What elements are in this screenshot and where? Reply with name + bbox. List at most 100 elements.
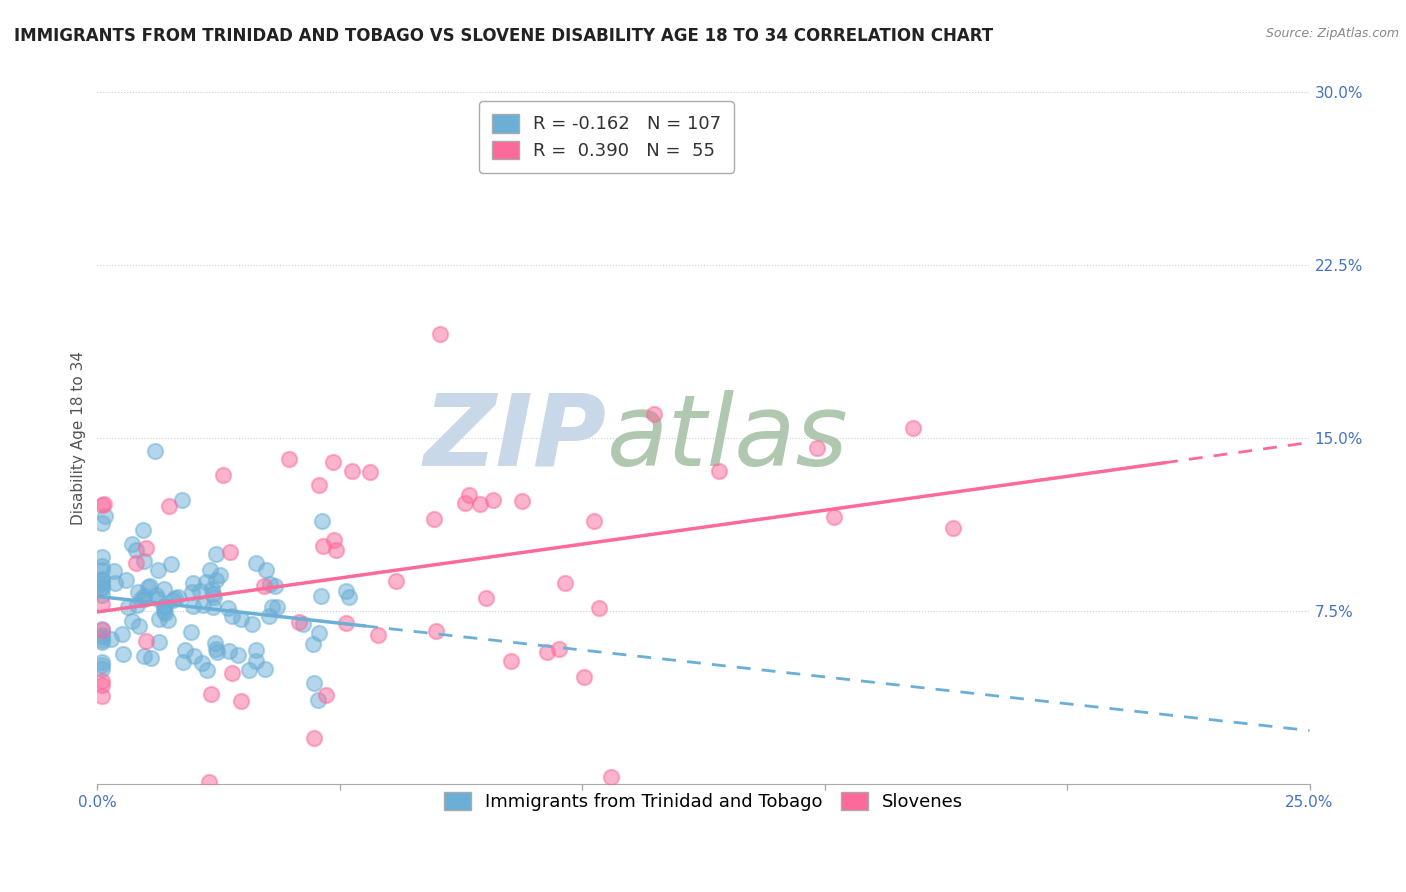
Point <box>163 591 186 606</box>
Point <box>91 662 114 676</box>
Point <box>201 587 224 601</box>
Point <box>288 615 311 630</box>
Point <box>212 468 235 483</box>
Point <box>153 604 176 618</box>
Point <box>468 497 491 511</box>
Point <box>218 644 240 658</box>
Point <box>91 623 114 637</box>
Point <box>91 632 114 647</box>
Point <box>121 614 143 628</box>
Point <box>240 617 263 632</box>
Point <box>454 496 477 510</box>
Point <box>277 451 299 466</box>
Point <box>942 521 965 535</box>
Point <box>510 494 533 508</box>
Point <box>219 545 242 559</box>
Y-axis label: Disability Age 18 to 34: Disability Age 18 to 34 <box>72 351 86 525</box>
Point <box>253 662 276 676</box>
Point <box>91 673 114 688</box>
Point <box>582 514 605 528</box>
Point <box>204 641 226 656</box>
Point <box>197 663 219 677</box>
Point <box>292 616 315 631</box>
Point <box>139 579 162 593</box>
Point <box>153 600 176 615</box>
Point <box>335 615 357 630</box>
Point <box>117 599 139 614</box>
Point <box>125 557 148 571</box>
Point <box>322 454 344 468</box>
Point <box>204 636 226 650</box>
Text: ZIP: ZIP <box>423 390 606 487</box>
Point <box>91 577 114 591</box>
Point <box>548 641 571 656</box>
Point <box>200 687 222 701</box>
Point <box>245 654 267 668</box>
Point <box>308 625 330 640</box>
Point <box>337 591 360 605</box>
Point <box>901 421 924 435</box>
Point <box>148 634 170 648</box>
Point <box>229 694 252 708</box>
Point <box>94 508 117 523</box>
Point <box>170 492 193 507</box>
Point <box>91 572 114 586</box>
Point <box>707 464 730 478</box>
Point <box>91 658 114 673</box>
Point <box>111 627 134 641</box>
Point <box>238 664 260 678</box>
Point <box>806 441 828 455</box>
Point <box>221 609 243 624</box>
Point <box>191 599 214 613</box>
Point <box>143 444 166 458</box>
Point <box>245 643 267 657</box>
Point <box>501 654 523 668</box>
Point <box>91 581 114 595</box>
Point <box>457 487 479 501</box>
Point <box>148 592 170 607</box>
Point <box>128 619 150 633</box>
Point <box>335 583 357 598</box>
Point <box>155 606 177 620</box>
Point <box>135 634 157 648</box>
Point <box>188 584 211 599</box>
Point <box>322 533 344 547</box>
Point <box>91 628 114 642</box>
Point <box>91 580 114 594</box>
Point <box>259 577 281 591</box>
Point <box>181 575 204 590</box>
Point <box>325 543 347 558</box>
Point <box>263 579 285 593</box>
Point <box>202 590 225 604</box>
Text: IMMIGRANTS FROM TRINIDAD AND TOBAGO VS SLOVENE DISABILITY AGE 18 TO 34 CORRELATI: IMMIGRANTS FROM TRINIDAD AND TOBAGO VS S… <box>14 27 993 45</box>
Point <box>194 575 217 590</box>
Point <box>643 407 665 421</box>
Point <box>91 574 114 588</box>
Point <box>202 599 225 614</box>
Point <box>134 591 156 606</box>
Point <box>200 563 222 577</box>
Point <box>312 539 335 553</box>
Point <box>262 599 284 614</box>
Point <box>91 516 114 530</box>
Point <box>309 589 332 603</box>
Point <box>253 579 276 593</box>
Point <box>134 649 156 664</box>
Point <box>127 585 149 599</box>
Legend: Immigrants from Trinidad and Tobago, Slovenes: Immigrants from Trinidad and Tobago, Slo… <box>430 780 976 824</box>
Point <box>266 599 288 614</box>
Point <box>146 563 169 577</box>
Point <box>385 574 408 589</box>
Point <box>481 492 503 507</box>
Point <box>191 657 214 671</box>
Point <box>201 582 224 597</box>
Point <box>367 628 389 642</box>
Point <box>423 512 446 526</box>
Point <box>208 568 231 582</box>
Point <box>340 464 363 478</box>
Point <box>162 593 184 607</box>
Point <box>174 643 197 657</box>
Point <box>308 478 330 492</box>
Point <box>311 514 333 528</box>
Point <box>181 599 204 613</box>
